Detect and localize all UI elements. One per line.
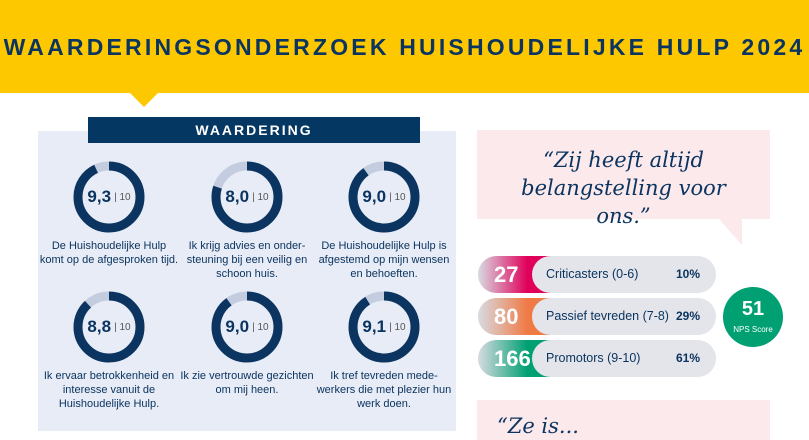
donut-fill: [73, 291, 145, 363]
quote-bubble-2: “Ze is...: [477, 400, 770, 440]
page-title: WAARDERINGSONDERZOEK HUISHOUDELIJKE HULP…: [3, 34, 806, 60]
rating-label: De Huishoudelijke Hulp is afgestemd op m…: [318, 240, 450, 280]
nps-label: Promotors (9-10): [546, 351, 641, 365]
score-max: | 10: [389, 191, 406, 203]
nps-pct: 29%: [675, 309, 700, 323]
nps-pct: 10%: [675, 267, 700, 281]
donut-fill: [348, 291, 420, 363]
rating-item: 9,3 | 10 De Huishoudelijke Hulp komt op d…: [39, 161, 179, 267]
nps-label: Criticasters (0-6): [546, 267, 639, 281]
nps-pct: 61%: [675, 351, 700, 365]
rating-label: Ik krijg advies en onder-steuning bij ee…: [186, 240, 308, 280]
rating-item: 9,0 | 10 De Huishoudelijke Hulp is afgest…: [314, 161, 454, 281]
rating-label: Ik zie vertrouwde gezichten om mij heen.: [180, 370, 314, 396]
score-value: 8,8: [87, 317, 112, 336]
donut-fill: [211, 291, 283, 363]
donut-fill: [211, 161, 283, 233]
waardering-panel: [38, 131, 456, 431]
nps-score-badge: 51 NPS Score: [723, 287, 783, 347]
donut-fill: [73, 161, 145, 233]
score-value: 9,1: [362, 317, 387, 336]
score-max: | 10: [114, 321, 131, 333]
donut-chart: 8,0 | 10: [211, 161, 283, 233]
score-value: 9,0: [362, 187, 387, 206]
nps-row: 166 Promotors (9-10) 61%: [478, 340, 716, 377]
rating-item: 8,0 | 10 Ik krijg advies en onder-steunin…: [177, 161, 317, 281]
donut-chart: 8,8 | 10: [73, 291, 145, 363]
nps-label: Passief tevreden (7-8): [546, 309, 669, 323]
header: [0, 0, 809, 93]
score-value: 8,0: [225, 187, 250, 206]
nps-row: 80 Passief tevreden (7-8) 29%: [478, 298, 716, 335]
donut-chart: 9,0 | 10: [348, 161, 420, 233]
score-max: | 10: [114, 191, 131, 203]
quote-bubble: “Zij heeft altijd belangstelling voor on…: [477, 130, 770, 228]
nps-row: 27 Criticasters (0-6) 10%: [478, 256, 716, 293]
donut-chart: 9,3 | 10: [73, 161, 145, 233]
score-max: | 10: [252, 321, 269, 333]
score-value: 9,0: [225, 317, 250, 336]
donut-chart: 9,0 | 10: [211, 291, 283, 363]
donut-fill: [348, 161, 420, 233]
score-value: 9,3: [87, 187, 112, 206]
quote-tail: [718, 218, 742, 245]
rating-item: 9,0 | 10 Ik zie vertrouwde gezichten om m…: [177, 291, 317, 397]
rating-label: Ik ervaar betrokkenheid en interesse van…: [43, 370, 175, 410]
score-max: | 10: [389, 321, 406, 333]
rating-item: 9,1 | 10 Ik tref tevreden mede-werkers di…: [314, 291, 454, 411]
score-max: | 10: [252, 191, 269, 203]
section-title: WAARDERING: [88, 117, 420, 143]
nps-score-label: NPS Score: [733, 325, 773, 334]
nps-score: 51: [741, 298, 765, 320]
rating-label: De Huishoudelijke Hulp komt op de afgesp…: [39, 240, 179, 266]
header-pointer: [129, 92, 159, 107]
rating-label: Ik tref tevreden mede-werkers die met pl…: [316, 370, 452, 410]
rating-item: 8,8 | 10 Ik ervaar betrokkenheid en inter…: [39, 291, 179, 411]
donut-chart: 9,1 | 10: [348, 291, 420, 363]
